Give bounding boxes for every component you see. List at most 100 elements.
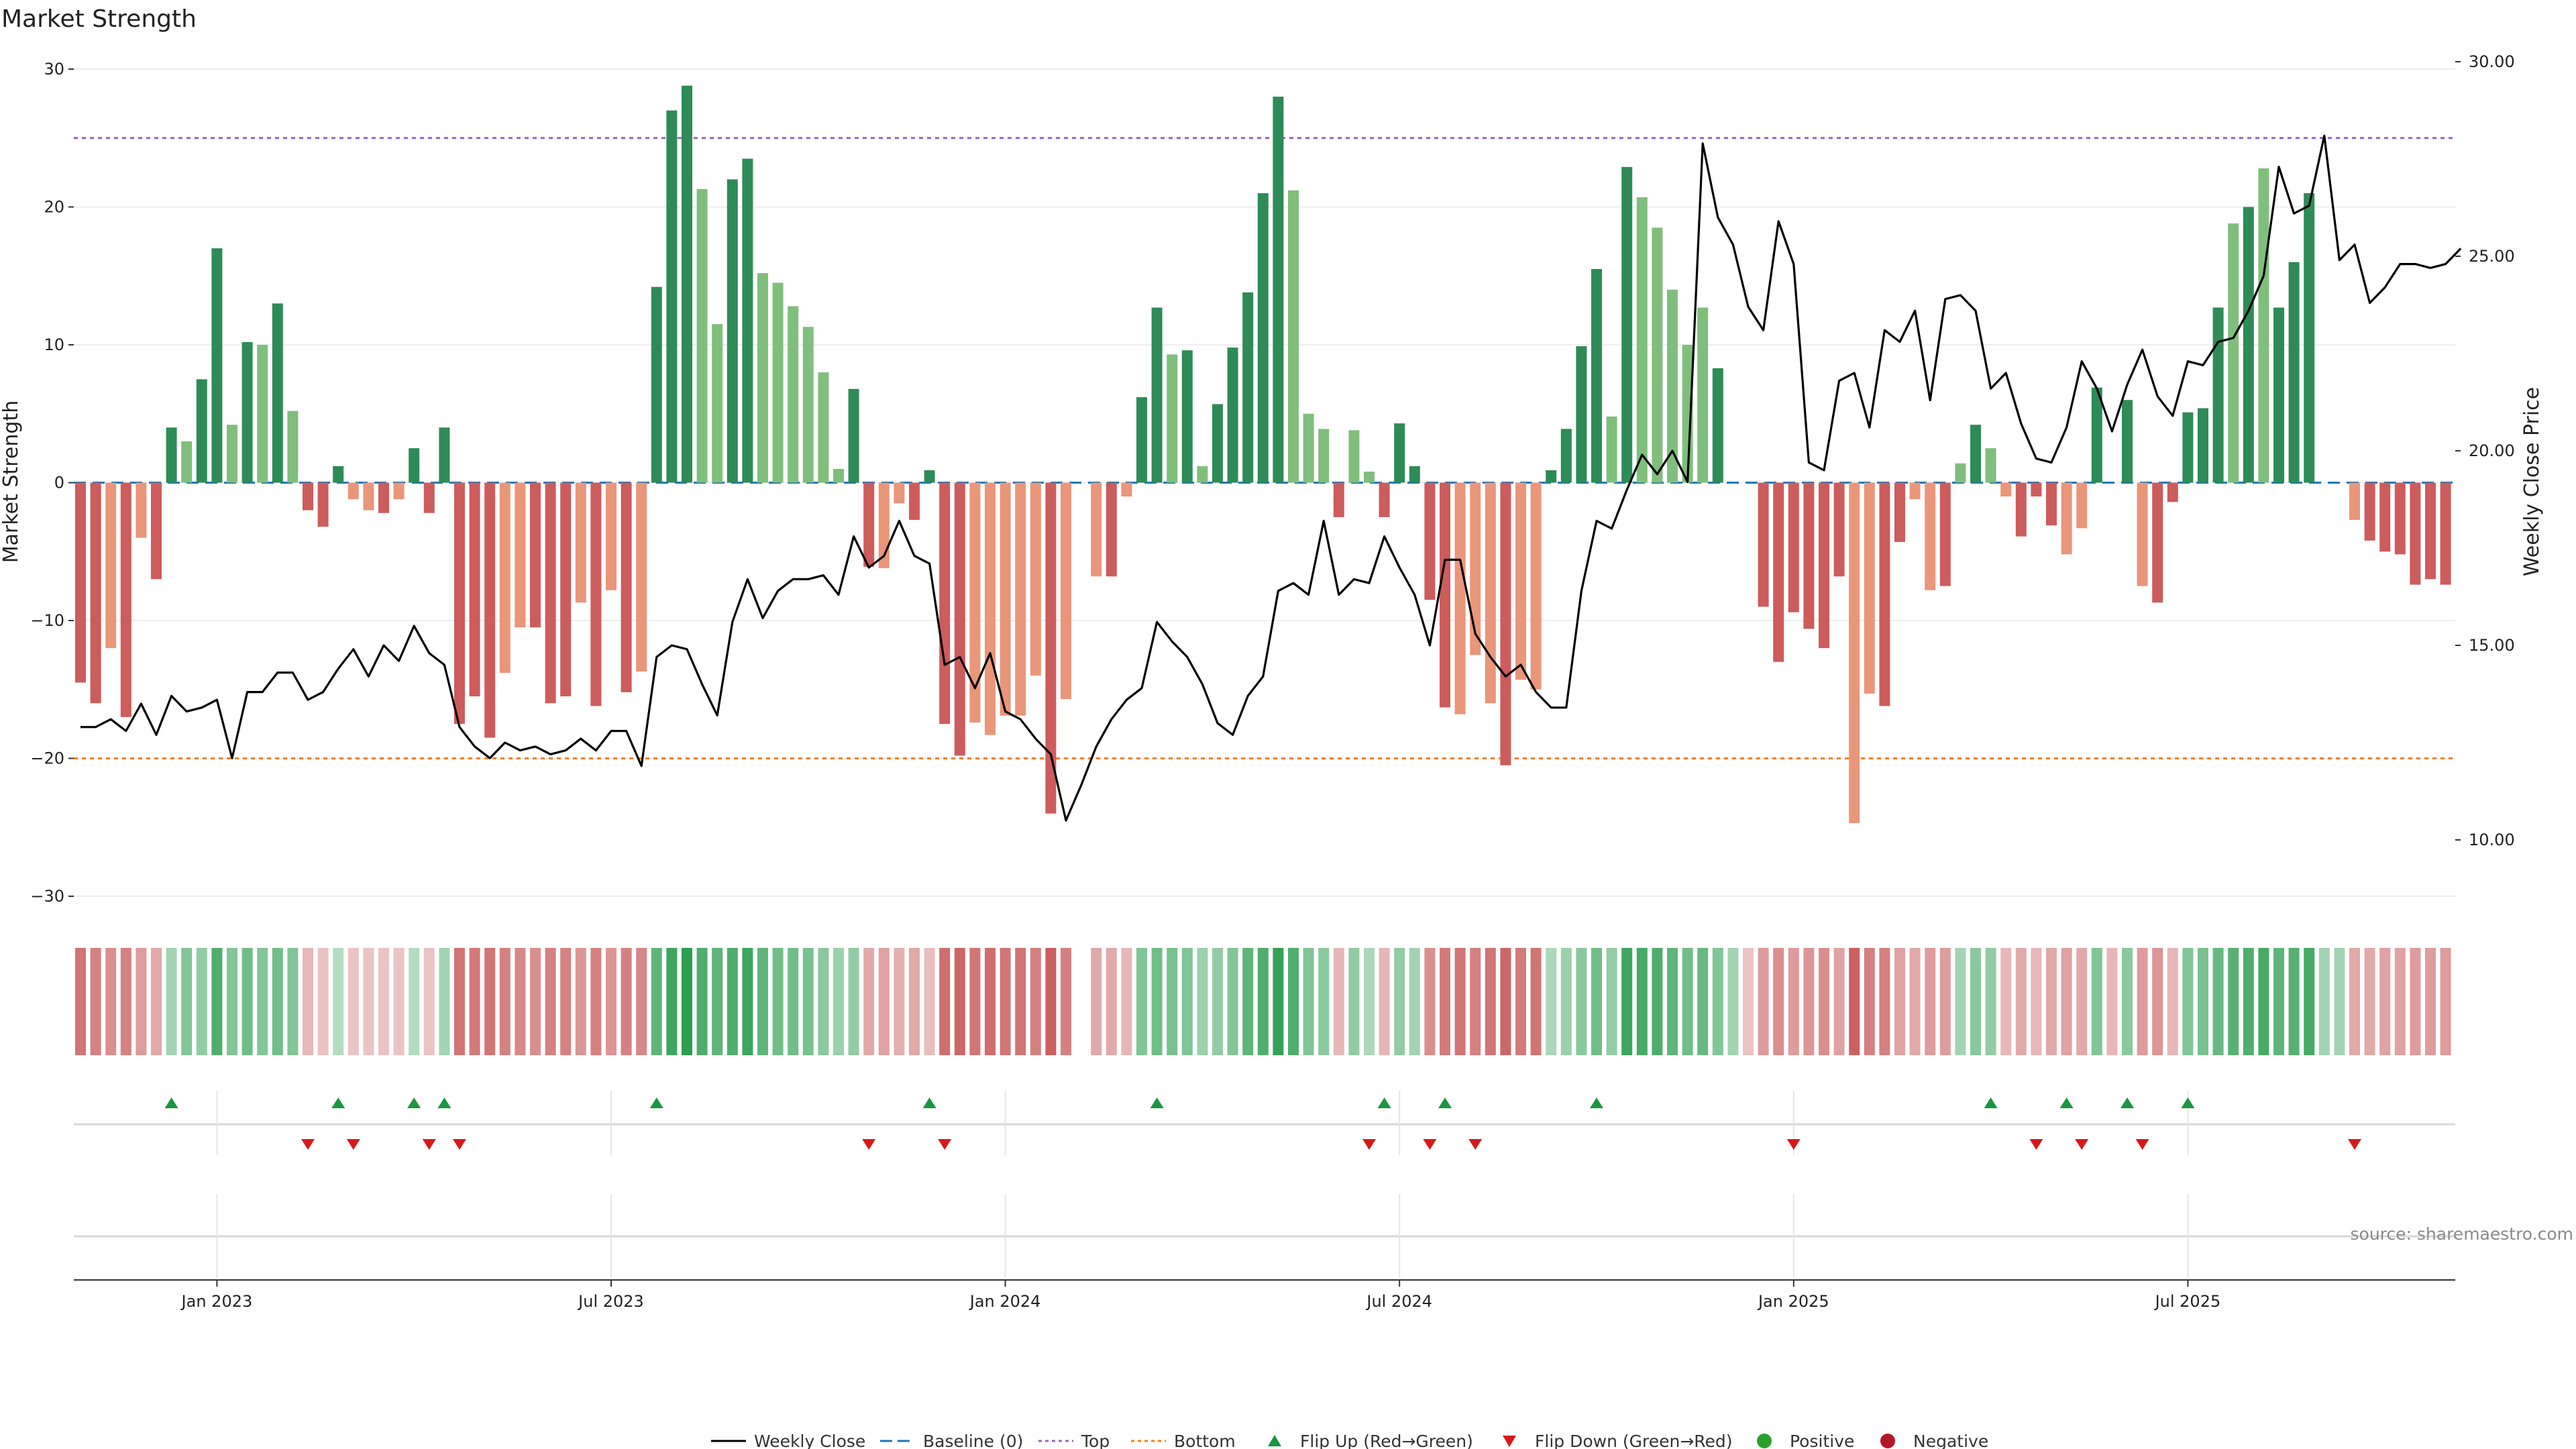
strength-bar <box>863 482 875 567</box>
strength-bar <box>924 470 935 483</box>
heatmap-cell <box>1318 948 1330 1055</box>
heatmap-cell <box>393 948 405 1055</box>
strength-bar <box>1273 97 1284 483</box>
heatmap-cell <box>363 948 374 1055</box>
strength-bar <box>1909 482 1921 500</box>
heatmap-cell <box>2015 948 2027 1055</box>
strength-bar <box>878 482 890 568</box>
heatmap-cell <box>954 948 965 1055</box>
heatmap-cell <box>1925 948 1936 1055</box>
heatmap-cell <box>1348 948 1360 1055</box>
heatmap-cell <box>530 948 541 1055</box>
strength-bar <box>1773 482 1784 662</box>
strength-bar <box>1530 482 1542 690</box>
y-tick-label: −30 <box>30 887 64 906</box>
heatmap-cell <box>590 948 602 1055</box>
strength-bar <box>1091 482 1102 577</box>
strength-bar <box>2061 482 2072 555</box>
strength-bar <box>1925 482 1936 590</box>
weekly-close-line <box>80 134 2462 822</box>
strength-bar <box>1652 227 1663 483</box>
heatmap-cell <box>924 948 935 1055</box>
legend-item-top: Top <box>1038 1432 1110 1449</box>
flip-up-marker <box>1438 1097 1452 1108</box>
heatmap-cell <box>802 948 814 1055</box>
flip-down-marker <box>2135 1139 2149 1150</box>
y2-tick-label: 30.00 <box>2469 52 2515 71</box>
heatmap-cell <box>621 948 632 1055</box>
heatmap-cell <box>1621 948 1633 1055</box>
flip-down-marker <box>862 1139 876 1150</box>
strength-bar <box>2258 168 2269 483</box>
legend-swatch <box>1757 1434 1772 1448</box>
strength-bar <box>696 189 708 483</box>
flip-down-marker <box>1786 1139 1801 1150</box>
heatmap-cell <box>2304 948 2315 1055</box>
heatmap-cell <box>2288 948 2300 1055</box>
strength-bar <box>2076 482 2088 529</box>
heatmap-cell <box>2137 948 2148 1055</box>
heatmap-cell <box>651 948 662 1055</box>
heatmap-cell <box>2379 948 2391 1055</box>
heatmap-cell <box>1939 948 1951 1055</box>
flip-up-marker <box>331 1097 345 1108</box>
heatmap-cell <box>2167 948 2178 1055</box>
heatmap-cell <box>878 948 890 1055</box>
heatmap-cell <box>90 948 101 1055</box>
heatmap-cell <box>788 948 799 1055</box>
strength-bar <box>1242 292 1254 483</box>
heatmap-cell <box>1454 948 1466 1055</box>
heatmap-cell <box>1849 948 1860 1055</box>
heatmap-cell <box>166 948 177 1055</box>
heatmap-cell <box>1773 948 1784 1055</box>
flip-up-marker <box>649 1097 663 1108</box>
strength-bar <box>347 482 359 500</box>
right-axis-ticks: 30.00 25.00 20.00 15.00 10.00 <box>2455 52 2515 849</box>
heatmap-cell <box>1015 948 1026 1055</box>
heatmap-cell <box>1106 948 1117 1055</box>
heatmap-cell <box>1864 948 1875 1055</box>
strength-bar <box>2273 307 2284 483</box>
heatmap-cell <box>939 948 951 1055</box>
heatmap-cell <box>2273 948 2284 1055</box>
heatmap-cell <box>2152 948 2163 1055</box>
strength-bar <box>1151 307 1163 483</box>
heatmap-cell <box>1652 948 1663 1055</box>
strength-bar <box>2167 482 2178 502</box>
strength-bar <box>1257 193 1269 483</box>
strength-bar <box>2212 307 2224 483</box>
heatmap-cell <box>1151 948 1163 1055</box>
strength-bar <box>2349 482 2360 520</box>
strength-bar <box>2410 482 2421 585</box>
heatmap-cell <box>2425 948 2436 1055</box>
y-tick-label: 30 <box>44 60 64 78</box>
strength-bar <box>1106 482 1117 577</box>
heatmap-cell <box>1727 948 1739 1055</box>
strength-bar <box>303 482 313 511</box>
heatmap-cell <box>2122 948 2133 1055</box>
legend-item-flip-down: Flip Down (Green→Red) <box>1503 1432 1733 1449</box>
flip-up-marker <box>1984 1097 1998 1108</box>
heatmap-cell <box>75 948 86 1055</box>
flip-up-marker <box>164 1097 178 1108</box>
heatmap-cell <box>1530 948 1542 1055</box>
heatmap-cell <box>2410 948 2421 1055</box>
strength-bar <box>788 306 799 483</box>
strength-bar <box>2015 482 2027 537</box>
heatmap-cell <box>2046 948 2057 1055</box>
strength-bar <box>1227 347 1238 483</box>
y2-tick-label: 15.00 <box>2469 636 2515 655</box>
strength-bar <box>651 286 662 483</box>
heatmap-cell <box>1712 948 1723 1055</box>
legend-label: Top <box>1081 1432 1110 1449</box>
heatmap-cell <box>1894 948 1905 1055</box>
strength-bars <box>75 85 2451 824</box>
strength-bar <box>409 448 420 483</box>
strength-bar <box>1939 482 1951 586</box>
strength-bar <box>181 441 193 483</box>
heatmap-cell <box>1273 948 1284 1055</box>
strength-bar <box>1045 482 1057 814</box>
strength-bar <box>1030 482 1041 676</box>
strength-bar <box>120 482 131 717</box>
strength-bar <box>969 482 981 723</box>
